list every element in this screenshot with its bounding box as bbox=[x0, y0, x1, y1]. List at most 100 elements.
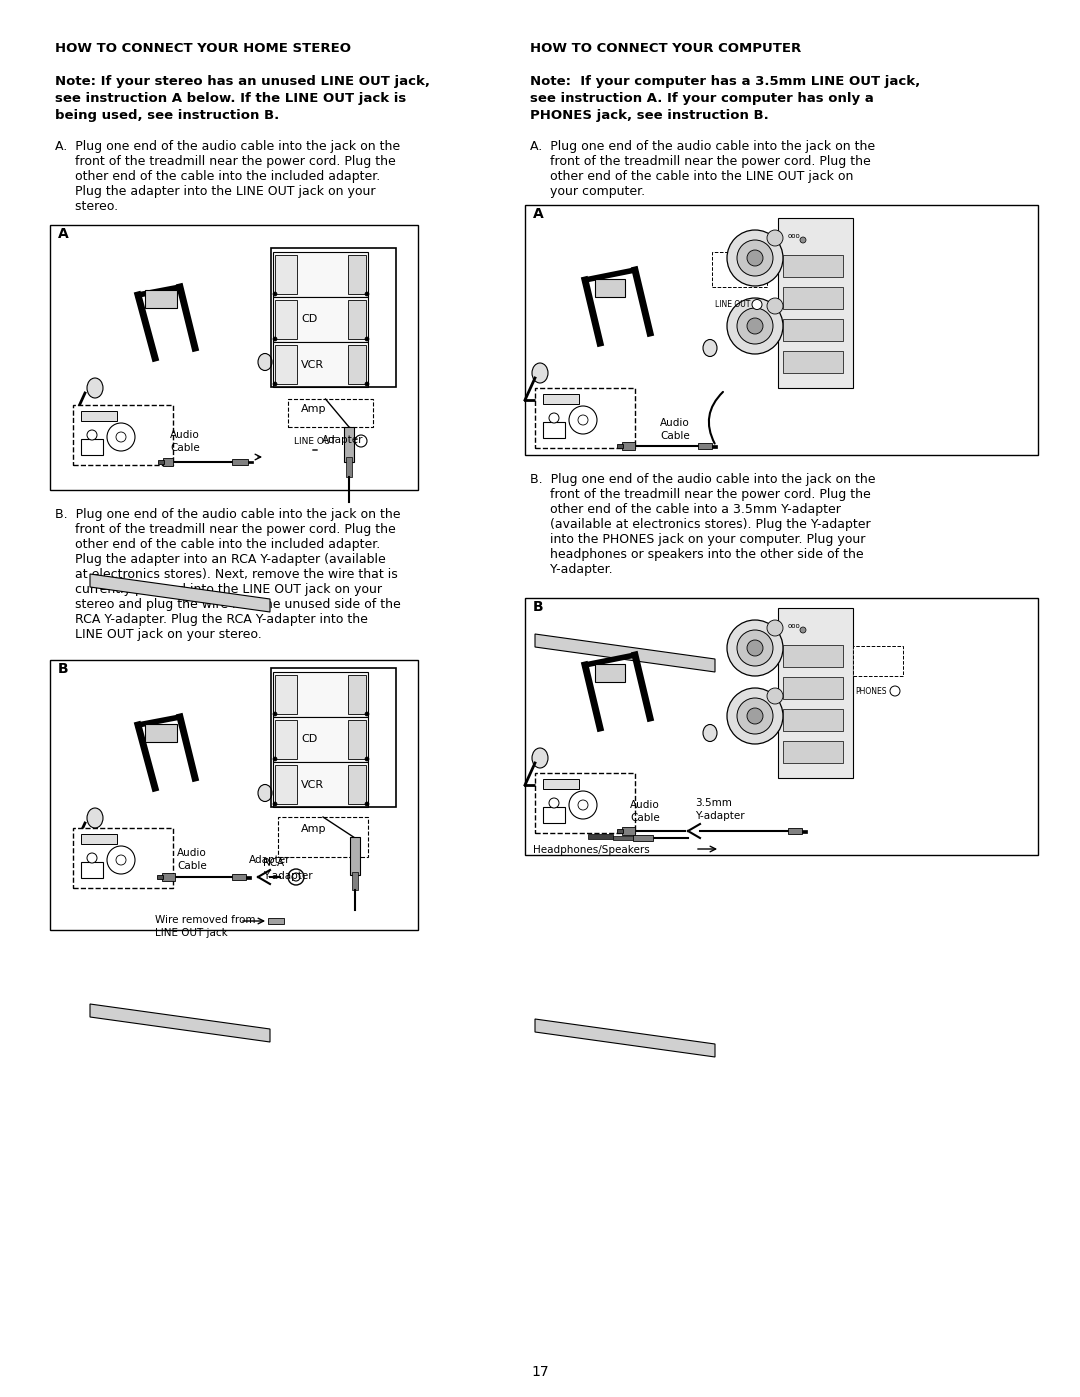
Circle shape bbox=[727, 620, 783, 676]
Bar bbox=[273, 672, 368, 717]
Circle shape bbox=[273, 757, 276, 761]
Circle shape bbox=[747, 708, 762, 724]
Circle shape bbox=[747, 640, 762, 657]
Bar bbox=[348, 300, 366, 339]
Bar bbox=[268, 918, 284, 923]
Text: Adapter: Adapter bbox=[249, 855, 291, 865]
Bar bbox=[712, 444, 717, 447]
Bar bbox=[50, 659, 418, 930]
Text: LINE OUT: LINE OUT bbox=[294, 436, 336, 446]
Bar bbox=[352, 872, 357, 890]
Text: Wire removed from: Wire removed from bbox=[156, 915, 256, 925]
Bar bbox=[157, 875, 163, 879]
Bar bbox=[346, 457, 352, 476]
Circle shape bbox=[890, 686, 900, 696]
Bar bbox=[275, 766, 297, 805]
Circle shape bbox=[365, 712, 369, 717]
Circle shape bbox=[747, 250, 762, 265]
Text: see instruction A below. If the LINE OUT jack is: see instruction A below. If the LINE OUT… bbox=[55, 92, 406, 105]
Text: Note:  If your computer has a 3.5mm LINE OUT jack,: Note: If your computer has a 3.5mm LINE … bbox=[530, 75, 920, 88]
Bar bbox=[778, 608, 853, 778]
Bar bbox=[81, 411, 117, 420]
Text: front of the treadmill near the power cord. Plug the: front of the treadmill near the power co… bbox=[55, 155, 395, 168]
Bar bbox=[783, 678, 843, 698]
Text: RCA: RCA bbox=[264, 858, 284, 868]
Bar bbox=[622, 827, 635, 835]
Circle shape bbox=[767, 620, 783, 636]
Text: PHONES: PHONES bbox=[855, 686, 887, 696]
Circle shape bbox=[365, 381, 369, 386]
Circle shape bbox=[549, 414, 559, 423]
Circle shape bbox=[355, 434, 367, 447]
Text: Cable: Cable bbox=[177, 861, 207, 870]
Circle shape bbox=[767, 298, 783, 314]
Bar bbox=[783, 286, 843, 309]
Text: 17: 17 bbox=[531, 1365, 549, 1379]
Bar bbox=[73, 405, 173, 465]
Bar bbox=[275, 256, 297, 293]
Bar bbox=[232, 460, 248, 465]
Text: CD: CD bbox=[301, 314, 318, 324]
Circle shape bbox=[767, 687, 783, 704]
Bar bbox=[348, 345, 366, 384]
Bar bbox=[525, 598, 1038, 855]
Circle shape bbox=[273, 292, 276, 296]
Bar bbox=[613, 835, 633, 840]
Text: Headphones/Speakers: Headphones/Speakers bbox=[534, 845, 650, 855]
Bar bbox=[595, 664, 625, 682]
Text: other end of the cable into the included adapter.: other end of the cable into the included… bbox=[55, 170, 380, 183]
Text: stereo and plug the wire into the unused side of the: stereo and plug the wire into the unused… bbox=[55, 598, 401, 610]
Circle shape bbox=[747, 319, 762, 334]
Bar bbox=[73, 828, 173, 888]
Text: other end of the cable into the LINE OUT jack on: other end of the cable into the LINE OUT… bbox=[530, 170, 853, 183]
Text: A.  Plug one end of the audio cable into the jack on the: A. Plug one end of the audio cable into … bbox=[55, 140, 400, 154]
Circle shape bbox=[273, 712, 276, 717]
Text: CD: CD bbox=[301, 735, 318, 745]
Bar bbox=[783, 319, 843, 341]
Bar bbox=[81, 834, 117, 844]
Bar bbox=[345, 427, 354, 462]
Text: Y-adapter: Y-adapter bbox=[264, 870, 312, 882]
Text: A: A bbox=[534, 207, 543, 221]
Bar bbox=[50, 225, 418, 490]
Bar bbox=[348, 256, 366, 293]
Circle shape bbox=[365, 292, 369, 296]
Text: front of the treadmill near the power cord. Plug the: front of the treadmill near the power co… bbox=[55, 522, 395, 536]
Bar bbox=[802, 830, 807, 833]
Bar bbox=[273, 251, 368, 298]
Circle shape bbox=[87, 854, 97, 863]
Circle shape bbox=[365, 802, 369, 806]
Ellipse shape bbox=[703, 339, 717, 356]
Text: B: B bbox=[534, 599, 543, 615]
Circle shape bbox=[727, 298, 783, 353]
Bar bbox=[81, 439, 103, 455]
Text: Audio: Audio bbox=[177, 848, 207, 858]
Circle shape bbox=[549, 798, 559, 807]
Bar bbox=[783, 351, 843, 373]
Circle shape bbox=[273, 802, 276, 806]
Circle shape bbox=[727, 687, 783, 745]
Text: Audio: Audio bbox=[630, 800, 660, 810]
Circle shape bbox=[578, 800, 588, 810]
Text: Audio: Audio bbox=[660, 418, 690, 427]
Bar bbox=[273, 717, 368, 761]
Bar bbox=[288, 400, 373, 427]
Circle shape bbox=[365, 757, 369, 761]
Bar bbox=[543, 422, 565, 439]
Text: see instruction A. If your computer has only a: see instruction A. If your computer has … bbox=[530, 92, 874, 105]
Bar bbox=[543, 394, 579, 404]
Bar bbox=[158, 460, 164, 464]
Bar bbox=[162, 873, 175, 882]
Text: other end of the cable into the included adapter.: other end of the cable into the included… bbox=[55, 538, 380, 550]
Text: Cable: Cable bbox=[630, 813, 660, 823]
Text: being used, see instruction B.: being used, see instruction B. bbox=[55, 109, 280, 123]
Bar bbox=[783, 740, 843, 763]
Text: Audio: Audio bbox=[171, 430, 200, 440]
Circle shape bbox=[767, 231, 783, 246]
Ellipse shape bbox=[258, 785, 272, 802]
Bar bbox=[273, 298, 368, 342]
Bar bbox=[778, 218, 853, 388]
Text: other end of the cable into a 3.5mm Y-adapter: other end of the cable into a 3.5mm Y-ad… bbox=[530, 503, 841, 515]
Bar bbox=[595, 279, 625, 298]
Ellipse shape bbox=[532, 363, 548, 383]
